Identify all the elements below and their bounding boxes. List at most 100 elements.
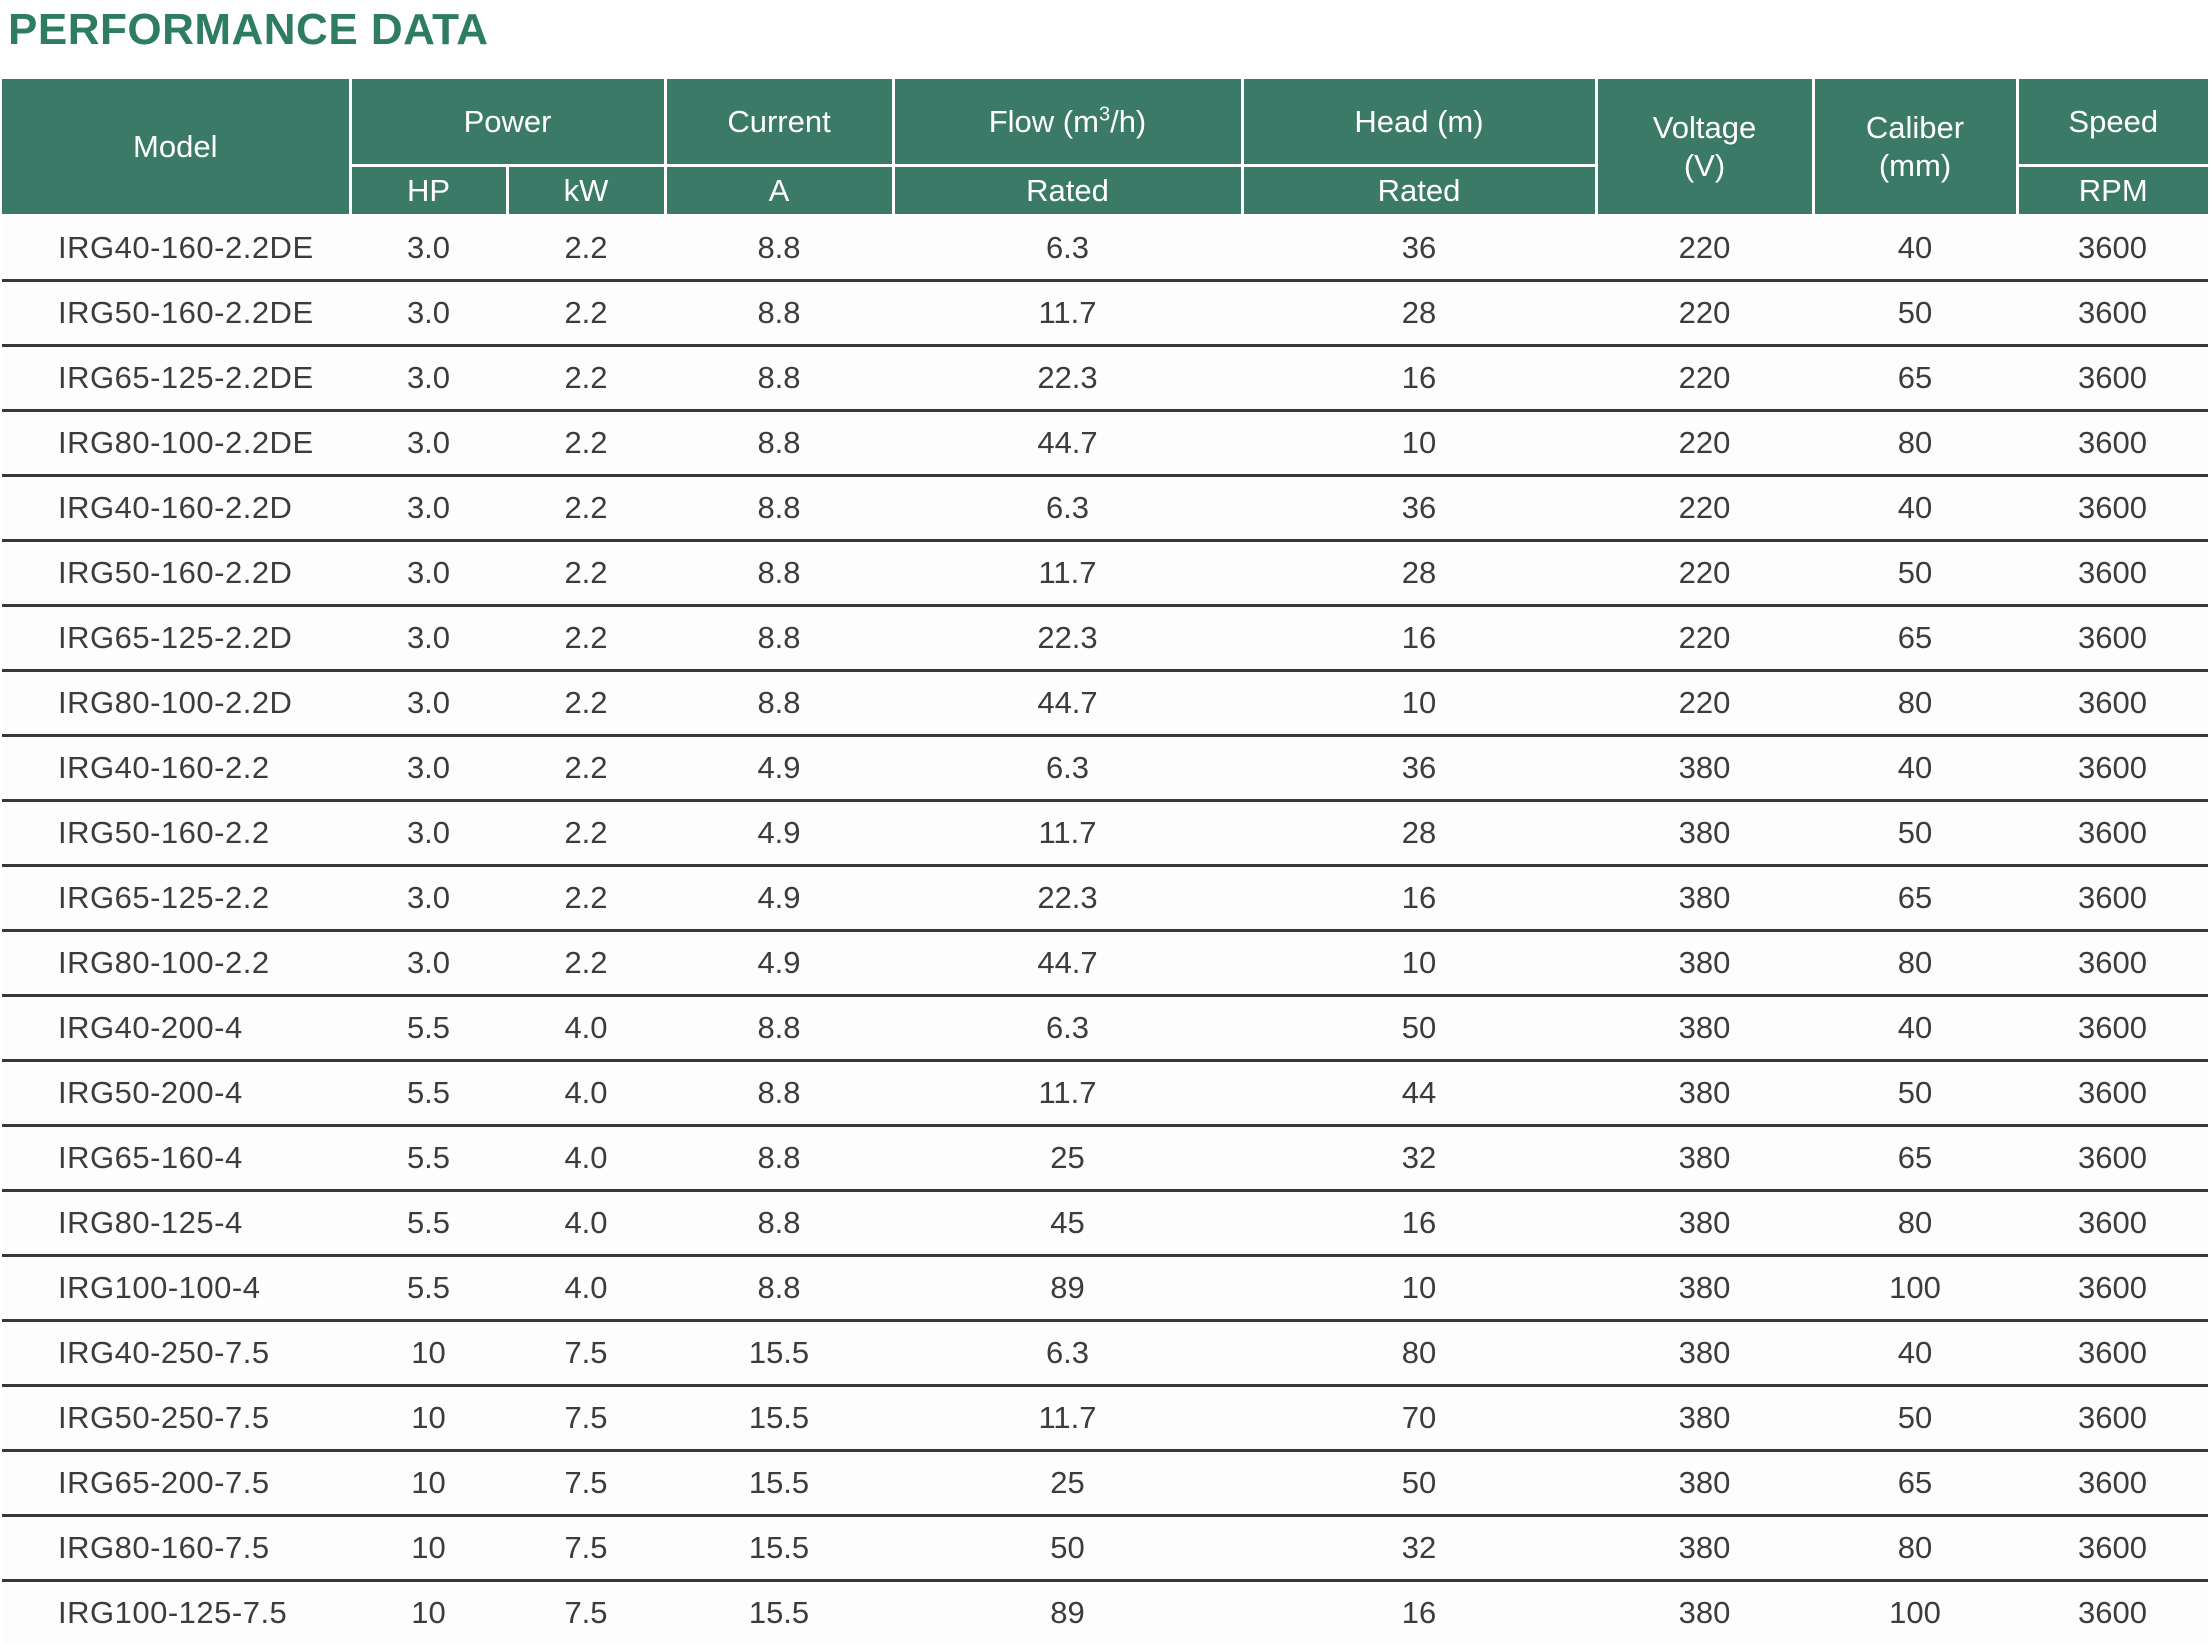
cell-kw: 2.2	[507, 605, 665, 672]
cell-caliber: 100	[1813, 1255, 2017, 1322]
cell-hp: 10	[350, 1385, 507, 1452]
cell-kw: 7.5	[507, 1450, 665, 1517]
cell-model: IRG40-160-2.2DE	[2, 215, 350, 282]
cell-kw: 2.2	[507, 410, 665, 477]
cell-flow: 6.3	[893, 475, 1242, 542]
cell-a: 15.5	[665, 1580, 893, 1643]
cell-caliber: 80	[1813, 670, 2017, 737]
cell-kw: 4.0	[507, 1060, 665, 1127]
cell-flow: 25	[893, 1125, 1242, 1192]
cell-voltage: 380	[1596, 1320, 1813, 1387]
cell-speed: 3600	[2017, 1450, 2208, 1517]
cell-model: IRG65-125-2.2	[2, 865, 350, 932]
cell-speed: 3600	[2017, 1190, 2208, 1257]
cell-hp: 5.5	[350, 1190, 507, 1257]
cell-flow: 44.7	[893, 670, 1242, 737]
cell-flow: 50	[893, 1515, 1242, 1582]
page-title: PERFORMANCE DATA	[8, 5, 489, 54]
cell-voltage: 380	[1596, 1580, 1813, 1643]
cell-model: IRG50-200-4	[2, 1060, 350, 1127]
cell-a: 8.8	[665, 475, 893, 542]
table-row: IRG50-250-7.5 10 7.5 15.5 11.7 70 380 50 3600	[2, 1385, 2208, 1452]
table-row: IRG100-125-7.5 10 7.5 15.5 89 16 380 100 3600	[2, 1580, 2208, 1643]
caliber-label-line2: (mm)	[1878, 147, 1952, 183]
cell-head: 16	[1242, 1580, 1596, 1643]
table-row: IRG80-100-2.2 3.0 2.2 4.9 44.7 10 380 80 3600	[2, 930, 2208, 997]
cell-head: 28	[1242, 800, 1596, 867]
cell-flow: 11.7	[893, 1385, 1242, 1452]
cell-speed: 3600	[2017, 735, 2208, 802]
cell-caliber: 65	[1813, 1450, 2017, 1517]
table-row: IRG65-160-4 5.5 4.0 8.8 25 32 380 65 3600	[2, 1125, 2208, 1192]
cell-kw: 2.2	[507, 670, 665, 737]
column-subheader-a: A	[663, 165, 895, 217]
cell-model: IRG80-100-2.2D	[2, 670, 350, 737]
table-row: IRG40-200-4 5.5 4.0 8.8 6.3 50 380 40 3600	[2, 995, 2208, 1062]
table-row: IRG100-100-4 5.5 4.0 8.8 89 10 380 100 3600	[2, 1255, 2208, 1322]
cell-head: 16	[1242, 865, 1596, 932]
cell-flow: 45	[893, 1190, 1242, 1257]
cell-voltage: 380	[1596, 735, 1813, 802]
table-body: IRG40-160-2.2DE 3.0 2.2 8.8 6.3 36 220 40 3600 IR…	[2, 215, 2208, 1643]
cell-head: 80	[1242, 1320, 1596, 1387]
cell-voltage: 220	[1596, 605, 1813, 672]
cell-flow: 6.3	[893, 995, 1242, 1062]
cell-a: 15.5	[665, 1320, 893, 1387]
cell-voltage: 380	[1596, 1125, 1813, 1192]
column-header-caliber: Caliber (mm)	[1811, 79, 2019, 217]
table-row: IRG40-250-7.5 10 7.5 15.5 6.3 80 380 40 3600	[2, 1320, 2208, 1387]
cell-speed: 3600	[2017, 345, 2208, 412]
cell-a: 15.5	[665, 1515, 893, 1582]
cell-flow: 6.3	[893, 1320, 1242, 1387]
cell-a: 4.9	[665, 800, 893, 867]
cell-speed: 3600	[2017, 475, 2208, 542]
cell-a: 8.8	[665, 995, 893, 1062]
cell-kw: 7.5	[507, 1580, 665, 1643]
column-subheader-flow-rated: Rated	[891, 165, 1244, 217]
table-row: IRG65-200-7.5 10 7.5 15.5 25 50 380 65 3600	[2, 1450, 2208, 1517]
cell-hp: 3.0	[350, 930, 507, 997]
table-row: IRG65-125-2.2D 3.0 2.2 8.8 22.3 16 220 65 3600	[2, 605, 2208, 672]
cell-caliber: 40	[1813, 995, 2017, 1062]
table-row: IRG80-160-7.5 10 7.5 15.5 50 32 380 80 3600	[2, 1515, 2208, 1582]
cell-caliber: 50	[1813, 540, 2017, 607]
cell-voltage: 220	[1596, 345, 1813, 412]
cell-flow: 89	[893, 1580, 1242, 1643]
cell-kw: 2.2	[507, 865, 665, 932]
cell-head: 10	[1242, 930, 1596, 997]
cell-speed: 3600	[2017, 1580, 2208, 1643]
cell-flow: 11.7	[893, 280, 1242, 347]
cell-model: IRG65-160-4	[2, 1125, 350, 1192]
cell-kw: 2.2	[507, 345, 665, 412]
cell-caliber: 65	[1813, 605, 2017, 672]
cell-a: 8.8	[665, 540, 893, 607]
cell-speed: 3600	[2017, 1385, 2208, 1452]
cell-speed: 3600	[2017, 930, 2208, 997]
cell-voltage: 380	[1596, 1385, 1813, 1452]
cell-speed: 3600	[2017, 540, 2208, 607]
header-row-units: HP kW A Rated Rated RPM	[2, 165, 2208, 217]
cell-flow: 22.3	[893, 345, 1242, 412]
cell-head: 44	[1242, 1060, 1596, 1127]
cell-flow: 89	[893, 1255, 1242, 1322]
cell-speed: 3600	[2017, 1515, 2208, 1582]
cell-hp: 5.5	[350, 1125, 507, 1192]
cell-head: 50	[1242, 995, 1596, 1062]
caliber-label-line1: Caliber	[1865, 109, 1965, 145]
cell-head: 32	[1242, 1125, 1596, 1192]
cell-kw: 4.0	[507, 1125, 665, 1192]
cell-flow: 44.7	[893, 930, 1242, 997]
cell-speed: 3600	[2017, 1125, 2208, 1192]
cell-caliber: 65	[1813, 865, 2017, 932]
cell-flow: 22.3	[893, 865, 1242, 932]
table-row: IRG80-125-4 5.5 4.0 8.8 45 16 380 80 3600	[2, 1190, 2208, 1257]
cell-a: 4.9	[665, 735, 893, 802]
cell-a: 8.8	[665, 670, 893, 737]
cell-model: IRG80-125-4	[2, 1190, 350, 1257]
cell-caliber: 50	[1813, 280, 2017, 347]
cell-voltage: 220	[1596, 475, 1813, 542]
cell-hp: 10	[350, 1515, 507, 1582]
cell-model: IRG50-250-7.5	[2, 1385, 350, 1452]
cell-speed: 3600	[2017, 1320, 2208, 1387]
cell-a: 8.8	[665, 1125, 893, 1192]
